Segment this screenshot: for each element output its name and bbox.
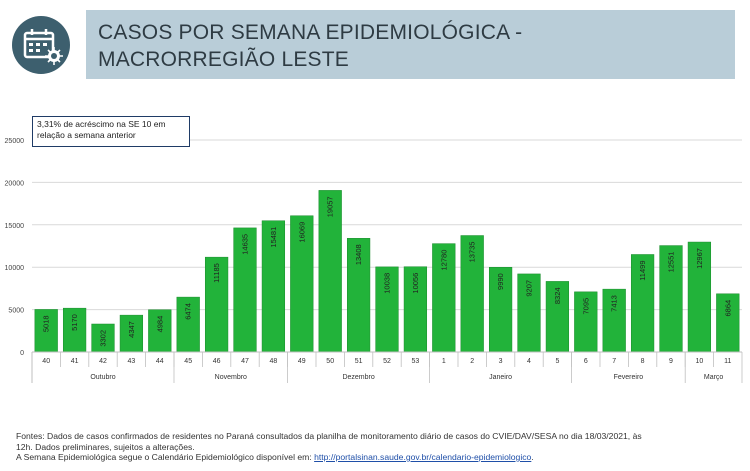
x-tick-label: 42 [99, 358, 107, 365]
calendar-virus-icon [12, 16, 70, 74]
footnote-line-2: 12h. Dados preliminares, sujeitos a alte… [16, 441, 195, 452]
footnote-line-1: Fontes: Dados de casos confirmados de re… [16, 431, 642, 441]
data-label: 16069 [297, 222, 306, 243]
x-tick-label: 2 [470, 358, 474, 365]
data-label: 9990 [496, 273, 505, 290]
data-label: 10038 [383, 273, 392, 294]
month-label: Fevereiro [614, 374, 644, 381]
data-label: 6864 [723, 300, 732, 317]
title-banner: CASOS POR SEMANA EPIDEMIOLÓGICA - MACROR… [86, 10, 735, 79]
x-tick-label: 53 [412, 358, 420, 365]
x-tick-label: 9 [669, 358, 673, 365]
y-tick-label: 0 [20, 350, 24, 357]
calendar-link[interactable]: http://portalsinan.saude.gov.br/calendar… [314, 452, 532, 462]
x-tick-label: 49 [298, 358, 306, 365]
title-line-2: MACRORREGIÃO LESTE [98, 48, 349, 71]
annotation-box: 3,31% de acréscimo na SE 10 em relação a… [32, 116, 190, 147]
data-label: 4984 [155, 316, 164, 333]
x-tick-label: 8 [641, 358, 645, 365]
data-label: 7095 [581, 298, 590, 315]
data-label: 3302 [99, 330, 108, 347]
x-tick-label: 52 [383, 358, 391, 365]
month-label: Janeiro [489, 374, 512, 381]
data-label: 19057 [326, 196, 335, 217]
data-label: 5170 [70, 314, 79, 331]
x-tick-label: 11 [724, 358, 731, 365]
x-tick-label: 44 [156, 358, 164, 365]
data-label: 12551 [667, 252, 676, 273]
source-footnote: Fontes: Dados de casos confirmados de re… [16, 431, 740, 463]
data-label: 12967 [695, 248, 704, 269]
data-label: 10056 [411, 273, 420, 294]
data-label: 4347 [127, 321, 136, 338]
y-tick-label: 5000 [8, 308, 24, 315]
x-tick-label: 40 [42, 358, 50, 365]
data-label: 12780 [439, 250, 448, 271]
data-label: 11499 [638, 260, 647, 280]
data-label: 8324 [553, 287, 562, 304]
data-label: 13408 [354, 244, 363, 265]
x-tick-label: 4 [527, 358, 531, 365]
bar-chart: 0500010000150002000025000501840517041330… [5, 138, 743, 383]
x-tick-label: 48 [270, 358, 278, 365]
x-tick-label: 51 [355, 358, 363, 365]
y-tick-label: 10000 [5, 265, 25, 272]
data-label: 9207 [525, 280, 534, 297]
data-label: 7413 [610, 295, 619, 312]
x-tick-label: 5 [555, 358, 559, 365]
data-label: 15481 [269, 227, 278, 248]
month-label: Outubro [90, 374, 115, 381]
y-tick-label: 25000 [5, 138, 25, 145]
y-tick-label: 15000 [5, 223, 25, 230]
x-tick-label: 46 [213, 358, 221, 365]
x-tick-label: 6 [584, 358, 588, 365]
y-tick-label: 20000 [5, 180, 25, 187]
month-label: Março [704, 374, 724, 381]
x-tick-label: 50 [326, 358, 334, 365]
data-label: 5018 [42, 315, 51, 332]
page-title: CASOS POR SEMANA EPIDEMIOLÓGICA - MACROR… [98, 19, 718, 73]
x-tick-label: 47 [241, 358, 249, 365]
x-tick-label: 3 [499, 358, 503, 365]
data-label: 11185 [212, 263, 221, 283]
footnote-line-3-prefix: A Semana Epidemiológica segue o Calendár… [16, 452, 315, 462]
x-tick-label: 10 [696, 358, 704, 365]
footnote-line-3: A Semana Epidemiológica segue o Calendár… [16, 452, 740, 463]
data-label: 6474 [184, 303, 193, 320]
month-label: Novembro [215, 374, 247, 381]
month-label: Dezembro [342, 374, 374, 381]
data-label: 13735 [468, 242, 477, 263]
x-tick-label: 43 [128, 358, 136, 365]
x-tick-label: 45 [184, 358, 192, 365]
x-tick-label: 7 [612, 358, 616, 365]
x-tick-label: 41 [71, 358, 79, 365]
data-label: 14635 [241, 234, 250, 255]
x-tick-label: 1 [442, 358, 446, 365]
title-line-1: CASOS POR SEMANA EPIDEMIOLÓGICA - [98, 21, 523, 44]
footnote-line-3-suffix: . [531, 452, 534, 462]
annotation-line-1: 3,31% de acréscimo na SE 10 em [37, 119, 166, 129]
annotation-line-2: relação a semana anterior [37, 130, 136, 140]
